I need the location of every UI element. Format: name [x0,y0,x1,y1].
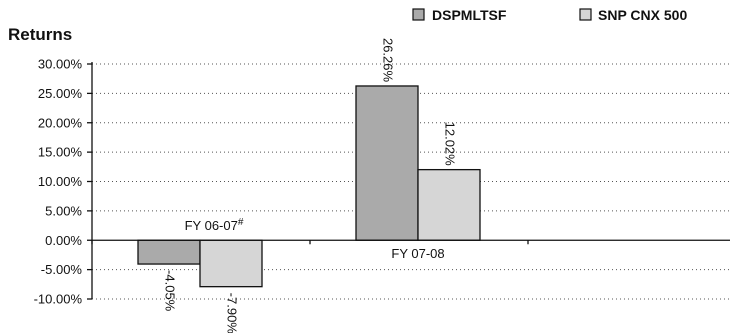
y-tick-label: 20.00% [38,115,83,130]
y-tick-label: 15.00% [38,145,83,160]
bar [137,239,201,265]
y-tick-label: -10.00% [34,292,83,307]
legend-label-snp-cnx-500: SNP CNX 500 [598,7,687,23]
data-label: -7.90% [225,293,240,333]
y-axis-ticks: 30.00% 25.00% 20.00% 15.00% 10.00% 5.00% 0.00%… [34,57,92,307]
data-label: 12.02% [443,122,458,167]
category-labels: FY 06-07# FY 07-08 [185,217,445,261]
category-label: FY 07-08 [391,246,444,261]
y-axis-title: Returns [8,25,72,44]
data-labels: -4.05% 26.26% -7.90% 12.02% [163,38,458,333]
y-tick-label: 25.00% [38,86,83,101]
y-tick-label: -5.00% [41,262,83,277]
legend-swatch-dspmltsf [412,8,425,21]
bars [137,85,481,288]
y-tick-label: 30.00% [38,57,83,72]
bar [355,85,419,241]
legend-swatch-snp-cnx-500 [579,8,592,21]
axes [91,62,730,299]
bar [417,168,481,241]
y-tick-label: 10.00% [38,174,83,189]
legend: DSPMLTSF SNP CNX 500 [412,7,687,23]
legend-label-dspmltsf: DSPMLTSF [432,7,507,23]
data-label: -4.05% [163,270,178,312]
data-label: 26.26% [381,38,396,83]
category-label: FY 06-07# [185,217,244,233]
bar [199,239,263,288]
y-tick-label: 5.00% [45,203,82,218]
y-tick-label: 0.00% [45,233,82,248]
